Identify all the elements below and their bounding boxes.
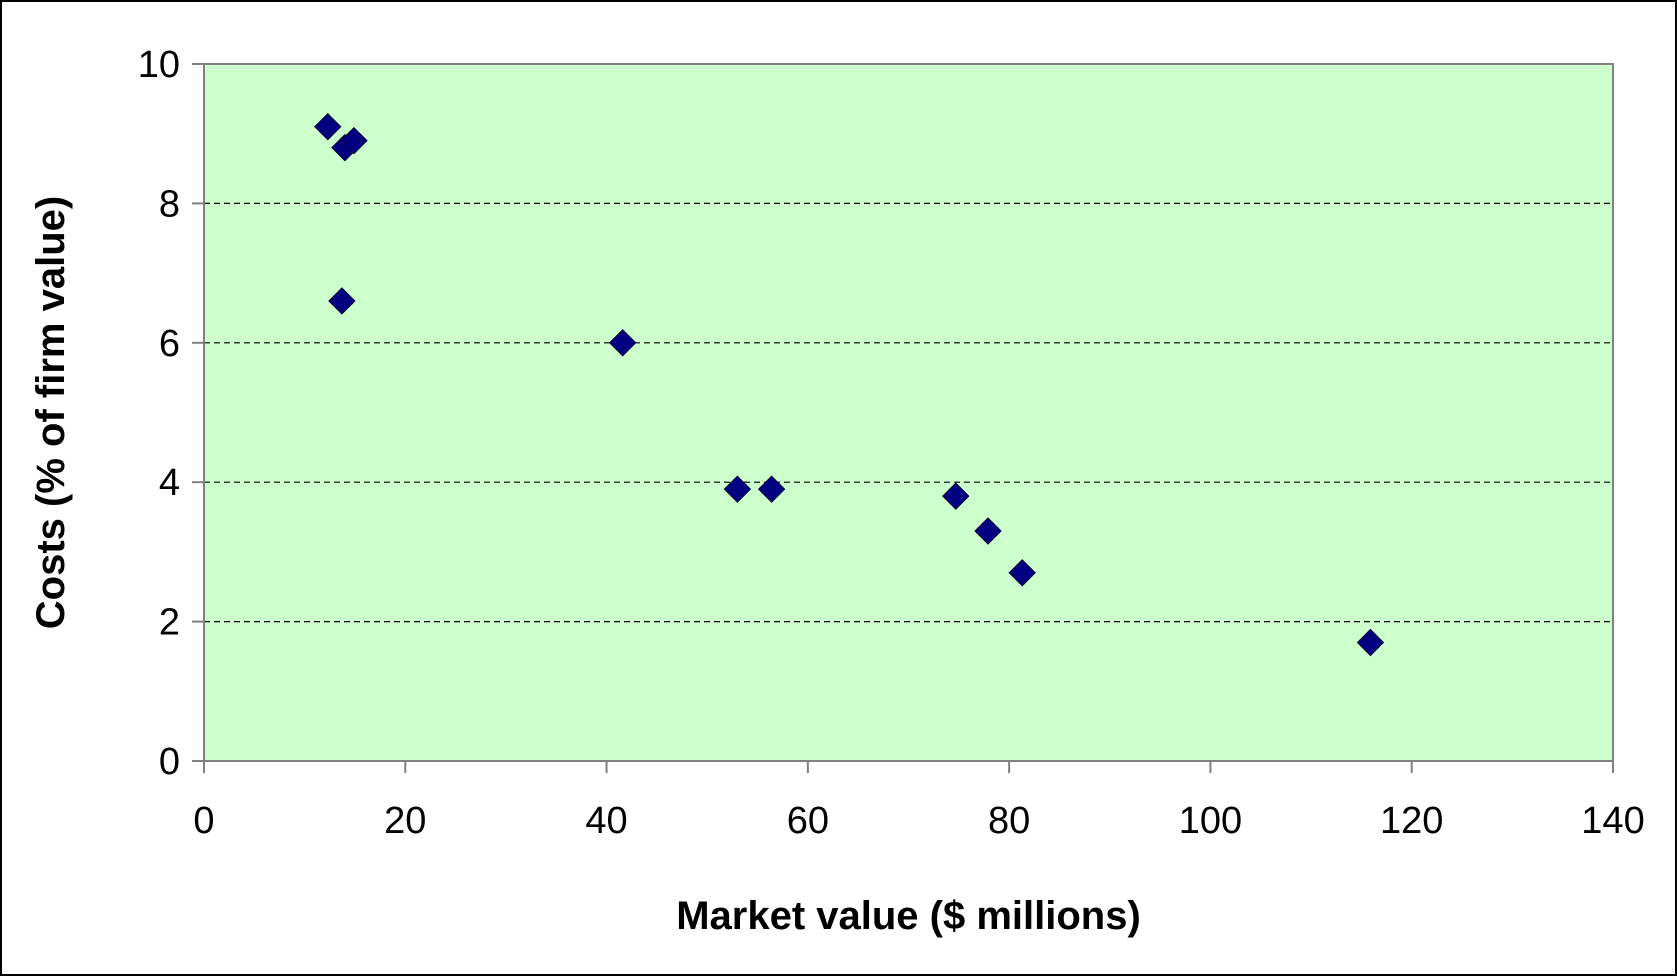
y-tick-label-4: 4 xyxy=(159,462,180,504)
data-point xyxy=(340,126,368,155)
x-tick-labels: 0 20 40 60 80 100 120 140 xyxy=(193,800,1644,842)
x-tick-label-60: 60 xyxy=(787,800,829,842)
x-tick-label-80: 80 xyxy=(988,800,1030,842)
y-tick-labels: 0 2 4 6 8 10 xyxy=(138,44,180,783)
y-tick-label-10: 10 xyxy=(138,44,180,86)
y-axis-title: Costs (% of firm value) xyxy=(29,196,73,629)
data-point xyxy=(942,482,970,510)
plot-area xyxy=(203,63,1614,762)
x-tick-label-20: 20 xyxy=(384,800,426,842)
grid-lines xyxy=(204,202,1613,623)
data-points xyxy=(314,113,1385,657)
y-tick-label-6: 6 xyxy=(159,323,180,365)
x-tick-label-40: 40 xyxy=(585,800,627,842)
y-tick-label-8: 8 xyxy=(159,183,180,225)
x-tick-label-120: 120 xyxy=(1380,800,1443,842)
data-point xyxy=(608,329,637,357)
data-point xyxy=(1356,628,1385,657)
data-point xyxy=(757,475,786,503)
x-axis-title: Market value ($ millions) xyxy=(676,894,1141,938)
y-tick-label-2: 2 xyxy=(159,602,180,644)
data-point xyxy=(974,517,1002,545)
axes xyxy=(192,63,1614,773)
data-point xyxy=(1008,559,1036,587)
y-tick-label-0: 0 xyxy=(159,741,180,783)
data-point xyxy=(314,113,342,141)
data-point xyxy=(328,287,356,315)
x-tick-label-140: 140 xyxy=(1581,800,1644,842)
x-tick-label-0: 0 xyxy=(193,800,214,842)
x-tick-label-100: 100 xyxy=(1179,800,1242,842)
data-point xyxy=(723,475,752,503)
